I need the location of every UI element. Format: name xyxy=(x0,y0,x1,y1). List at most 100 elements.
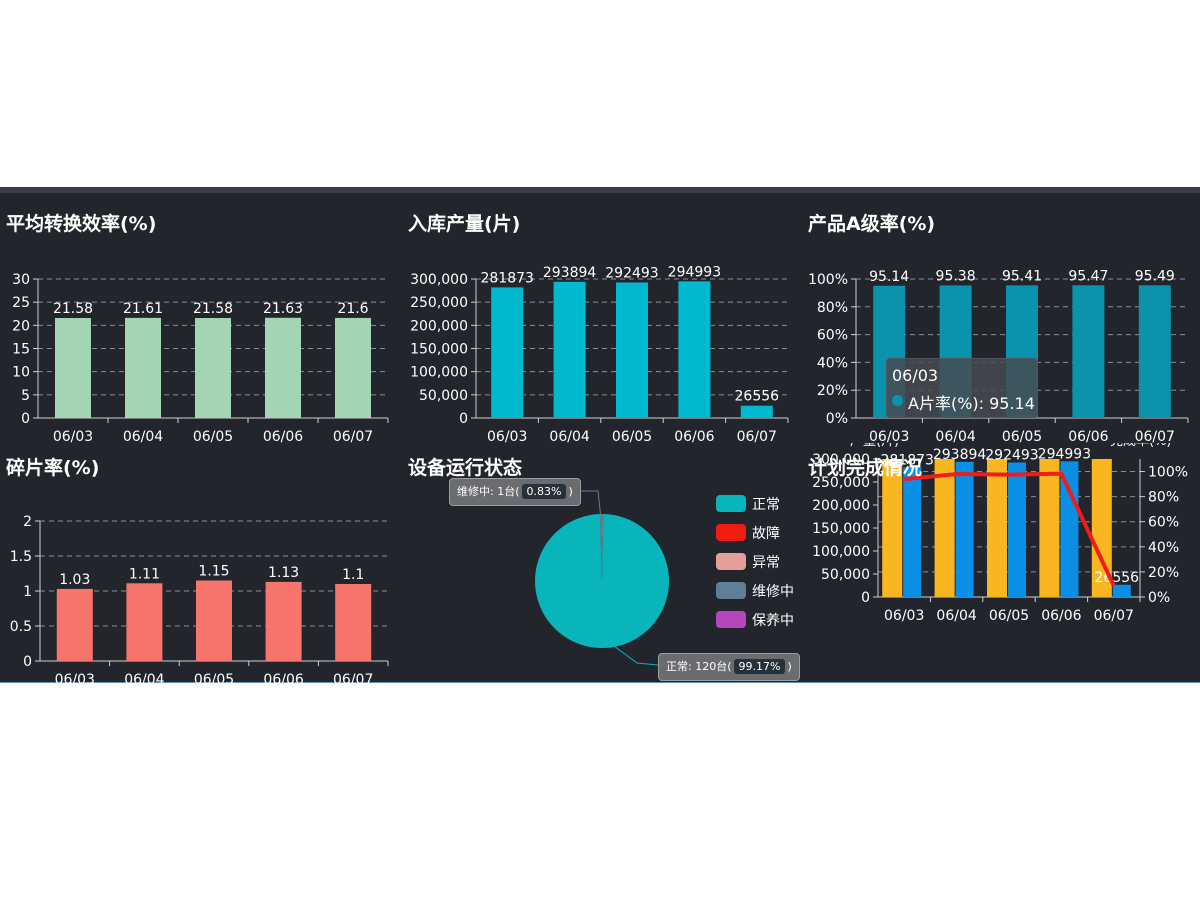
x-tick-label: 06/03 xyxy=(53,429,93,443)
efficiency-chart: 0 5 10 15 20 25 30 21.58 06/03 21.61 06/04 21.58 06/… xyxy=(12,272,389,445)
x-tick-label: 06/07 xyxy=(1094,608,1134,624)
chart-tooltip: 06/03 A片率(%): 95.14 xyxy=(886,358,1038,418)
data-label: 21.58 xyxy=(193,301,233,317)
data-label: 95.14 xyxy=(869,269,909,285)
data-label: 281873 xyxy=(880,452,933,468)
data-label: 1.1 xyxy=(342,567,364,583)
bar xyxy=(553,281,586,418)
data-label: 1.13 xyxy=(268,565,299,581)
y-right-axis-title: 完成率(%) xyxy=(1110,443,1172,449)
dashboard: 平均转换效率(%) 0 5 10 15 20 25 30 21.58 06/03 21.61 06/… xyxy=(0,187,1200,688)
panel-title: 平均转换效率(%) xyxy=(6,213,157,235)
x-tick-label: 06/06 xyxy=(263,429,303,443)
y-tick-label: 40% xyxy=(817,355,848,371)
data-label: 281873 xyxy=(480,270,533,286)
y-right-tick-label: 100% xyxy=(1148,465,1188,481)
bar xyxy=(491,287,524,418)
bar xyxy=(335,317,371,418)
data-label: 293894 xyxy=(933,447,987,463)
panel-title: 入库产量(片) xyxy=(408,213,521,235)
panel-grade: 产品A级率(%) 0% 20% 40% 60% 80% 100% 95.14 06/03 95.… xyxy=(802,193,1200,445)
data-label: 1.15 xyxy=(198,564,229,580)
bar xyxy=(55,318,91,418)
legend-label: 维修中 xyxy=(752,584,794,600)
y-tick-label: 2 xyxy=(23,514,32,530)
legend-label: 故障 xyxy=(752,526,780,542)
y-tick-label: 0 xyxy=(23,654,32,670)
data-label: 294993 xyxy=(1038,446,1091,462)
callout-repair: 维修中: 1台(0.83%) xyxy=(449,478,581,506)
y-right-tick-label: 20% xyxy=(1148,565,1179,581)
panel-title: 碎片率(%) xyxy=(6,457,100,479)
bar xyxy=(196,580,232,661)
callout-percent: 0.83% xyxy=(521,484,567,499)
bar xyxy=(195,318,231,418)
bar-plan xyxy=(934,459,955,597)
y-tick-label: 30 xyxy=(12,272,30,288)
data-label: 21.63 xyxy=(263,301,303,317)
y-right-tick-label: 80% xyxy=(1148,490,1179,506)
data-label: 1.03 xyxy=(59,572,90,588)
data-label: 294993 xyxy=(668,264,721,280)
x-tick-label: 06/03 xyxy=(55,672,95,688)
panel-title: 产品A级率(%) xyxy=(808,213,936,235)
bar xyxy=(740,405,773,418)
legend-label: 保养中 xyxy=(752,613,794,629)
bar xyxy=(335,584,372,661)
legend-label: 正常 xyxy=(752,497,780,513)
y-tick-label: 25 xyxy=(12,295,30,311)
y-tick-label: 60% xyxy=(817,328,848,344)
y-tick-label: 50,000 xyxy=(419,388,468,404)
bar xyxy=(1072,285,1105,418)
legend-swatch xyxy=(716,611,746,628)
leader-line xyxy=(613,645,659,666)
y-tick-label: 0 xyxy=(459,411,468,427)
x-tick-label: 06/04 xyxy=(123,429,163,443)
bar-actual xyxy=(903,467,922,597)
y-right-tick-label: 0% xyxy=(1148,590,1170,606)
y-tick-label: 250,000 xyxy=(410,295,468,311)
tooltip-value: A片率(%): 95.14 xyxy=(908,394,1035,413)
panel-title: 设备运行状态 xyxy=(408,457,523,479)
data-label: 95.38 xyxy=(936,268,976,284)
y-tick-label: 0% xyxy=(826,411,848,427)
bar-actual xyxy=(1112,584,1131,597)
y-tick-label: 100% xyxy=(808,272,848,288)
x-tick-label: 06/06 xyxy=(1041,608,1081,624)
bar xyxy=(126,583,163,661)
panel-inbound: 入库产量(片) 0 50,000 100,000 150,000 200,000 250,… xyxy=(402,193,797,445)
y-left-axis-title: 产量(片) xyxy=(850,443,899,449)
x-tick-label: 06/03 xyxy=(869,429,909,443)
x-tick-label: 06/04 xyxy=(549,429,589,443)
x-tick-label: 06/05 xyxy=(194,672,234,688)
data-label: 1.11 xyxy=(129,566,160,582)
data-label: 21.6 xyxy=(337,301,368,317)
y-tick-label: 0 xyxy=(861,590,870,606)
bar xyxy=(125,317,161,418)
data-label: 95.47 xyxy=(1068,268,1108,284)
bar-actual xyxy=(1008,462,1026,597)
data-label: 95.41 xyxy=(1002,268,1042,284)
x-tick-label: 06/05 xyxy=(612,429,652,443)
x-tick-label: 06/03 xyxy=(487,429,527,443)
tooltip-marker xyxy=(892,395,903,406)
callout-end: ) xyxy=(568,485,573,498)
panel-efficiency: 平均转换效率(%) 0 5 10 15 20 25 30 21.58 06/03 21.61 06/… xyxy=(0,193,395,445)
x-tick-label: 06/07 xyxy=(737,429,777,443)
panel-equipment: 设备运行状态 正常 故障 异常 维修中 保养中 维修中: 1台(0.83%) 正常: 1… xyxy=(402,443,800,689)
y-tick-label: 20% xyxy=(817,383,848,399)
data-label: 21.58 xyxy=(53,301,93,317)
panel-breakage: 碎片率(%) 0 0.5 1 1.5 2 1.03 06/03 1.11 06/04 1.15 06… xyxy=(0,443,395,689)
bar-plan xyxy=(987,459,1007,597)
x-tick-label: 06/06 xyxy=(674,429,714,443)
panel-title: 计划完成情况 xyxy=(808,457,923,479)
y-tick-label: 300,000 xyxy=(410,272,468,288)
inbound-chart: 0 50,000 100,000 150,000 200,000 250,000 300,0… xyxy=(410,264,789,445)
panel-plan: 计划完成情况 产量(片) 完成率(%) 0 50,000 100,000 150,000 2… xyxy=(802,433,1200,689)
legend-swatch xyxy=(716,582,746,599)
y-tick-label: 250,000 xyxy=(812,475,870,491)
x-tick-label: 06/04 xyxy=(936,608,976,624)
legend-swatch xyxy=(716,495,746,512)
data-label: 95.49 xyxy=(1135,268,1175,284)
